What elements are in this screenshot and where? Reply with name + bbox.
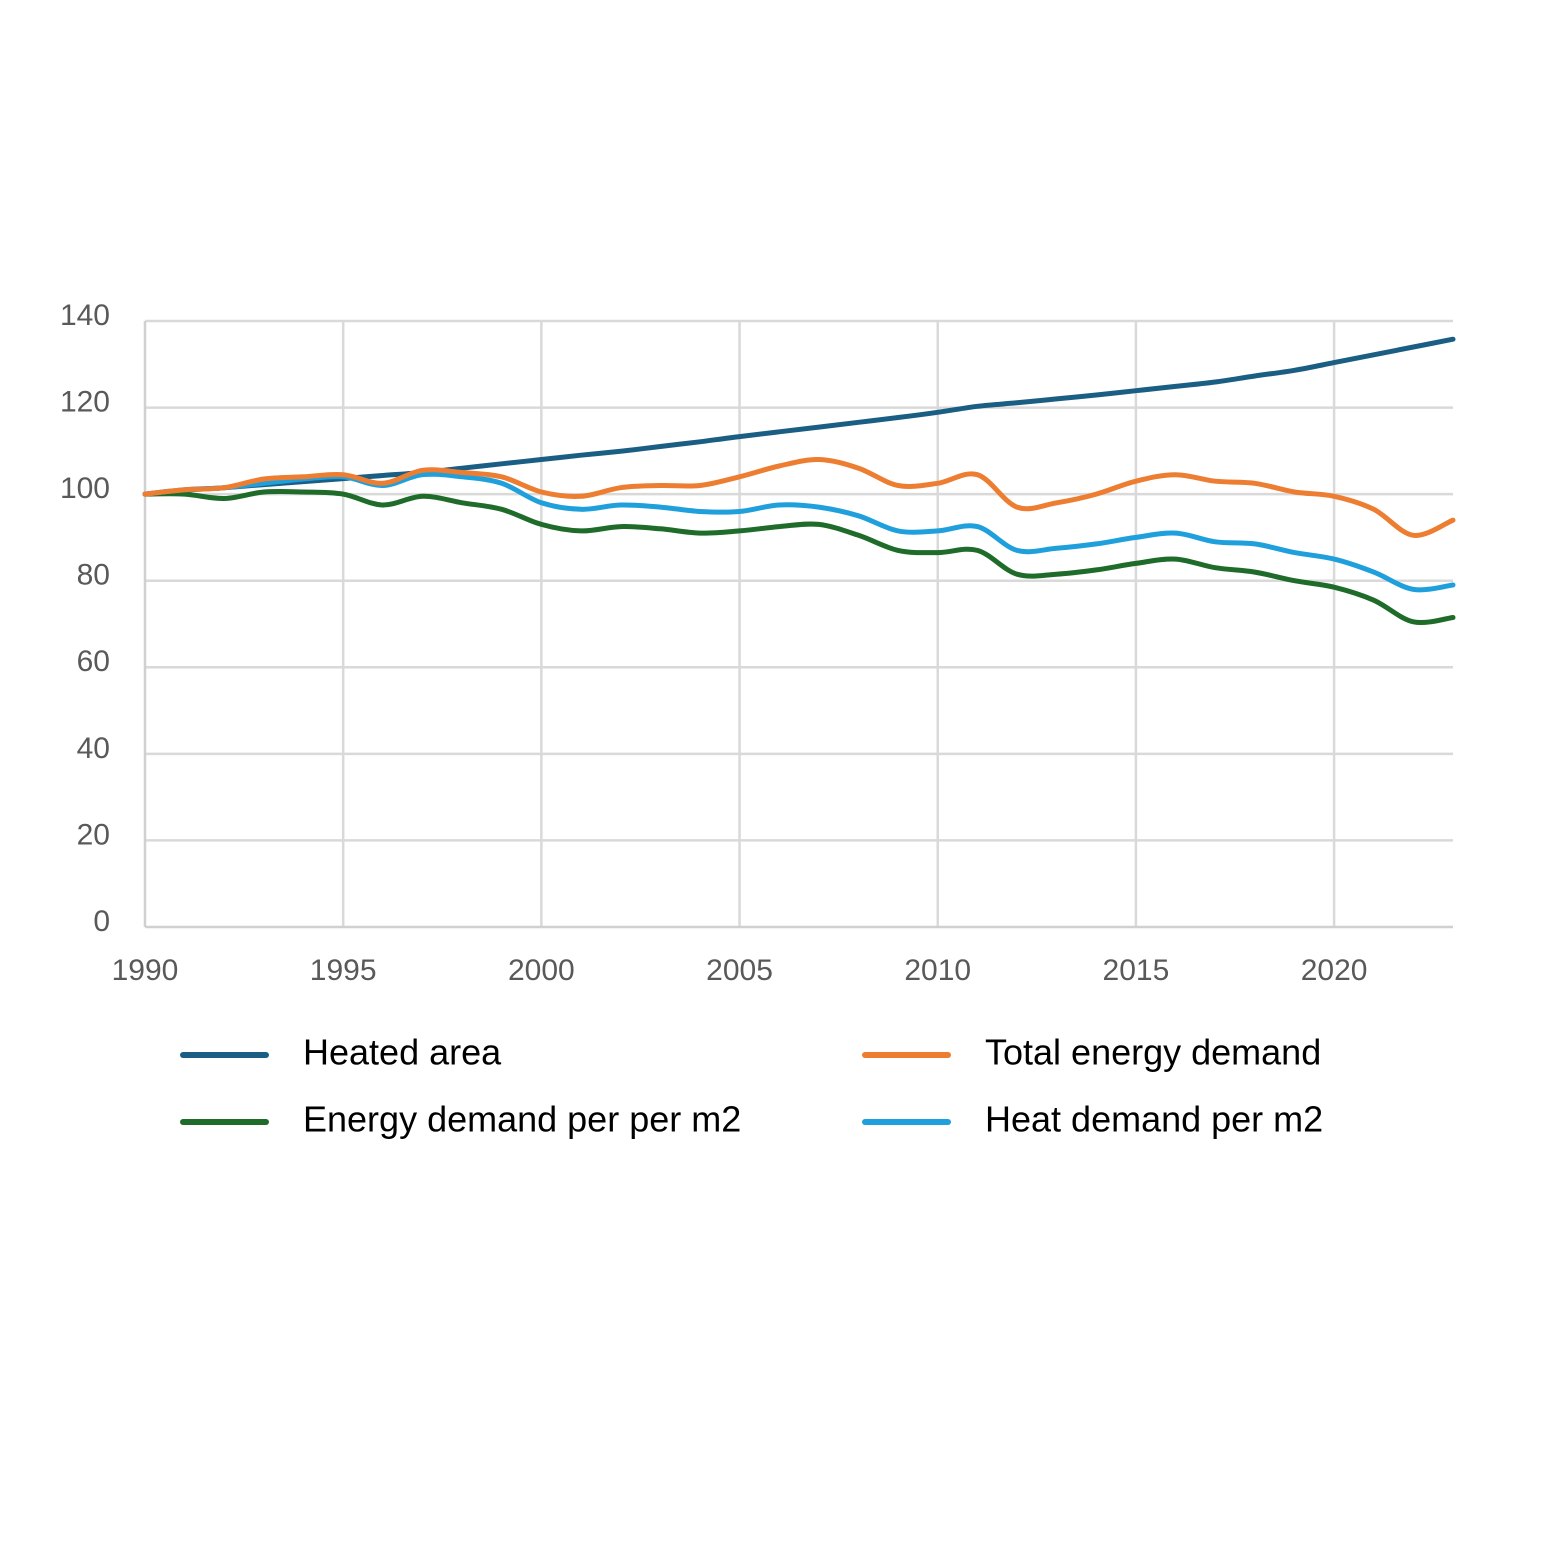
series-line-heated-area xyxy=(142,336,1456,497)
legend-label-total-energy-demand: Total energy demand xyxy=(985,1032,1321,1073)
x-tick-label: 2005 xyxy=(706,954,773,987)
tick-labels: 0 20 40 60 80 100 120 140 1990 1995 2000 2005 2010 20… xyxy=(60,299,1368,987)
legend: Heated area Total energy demand Energy dem… xyxy=(180,1032,1323,1140)
x-tick-label: 1990 xyxy=(112,954,179,987)
series-line-total-energy-demand xyxy=(142,456,1456,538)
x-tick-label: 1995 xyxy=(310,954,377,987)
x-tick-label: 2020 xyxy=(1301,954,1368,987)
x-tick-label: 2010 xyxy=(904,954,971,987)
y-tick-label: 40 xyxy=(77,732,110,765)
legend-label-heated-area: Heated area xyxy=(303,1032,502,1073)
series-line-energy-demand-per-per-m2 xyxy=(142,488,1456,625)
legend-label-heat-demand-per-m2: Heat demand per m2 xyxy=(985,1099,1323,1140)
y-tick-label: 60 xyxy=(77,645,110,678)
y-tick-label: 0 xyxy=(93,905,110,938)
y-tick-label: 120 xyxy=(60,385,110,418)
x-tick-label: 2015 xyxy=(1103,954,1170,987)
legend-label-energy-demand-per-per-m2: Energy demand per per m2 xyxy=(303,1099,741,1140)
grid xyxy=(145,319,1453,927)
y-tick-label: 140 xyxy=(60,299,110,332)
y-tick-label: 20 xyxy=(77,818,110,851)
axes xyxy=(143,321,1453,929)
y-tick-label: 100 xyxy=(60,472,110,505)
y-tick-label: 80 xyxy=(77,559,110,592)
series-lines xyxy=(142,336,1456,625)
x-tick-label: 2000 xyxy=(508,954,575,987)
